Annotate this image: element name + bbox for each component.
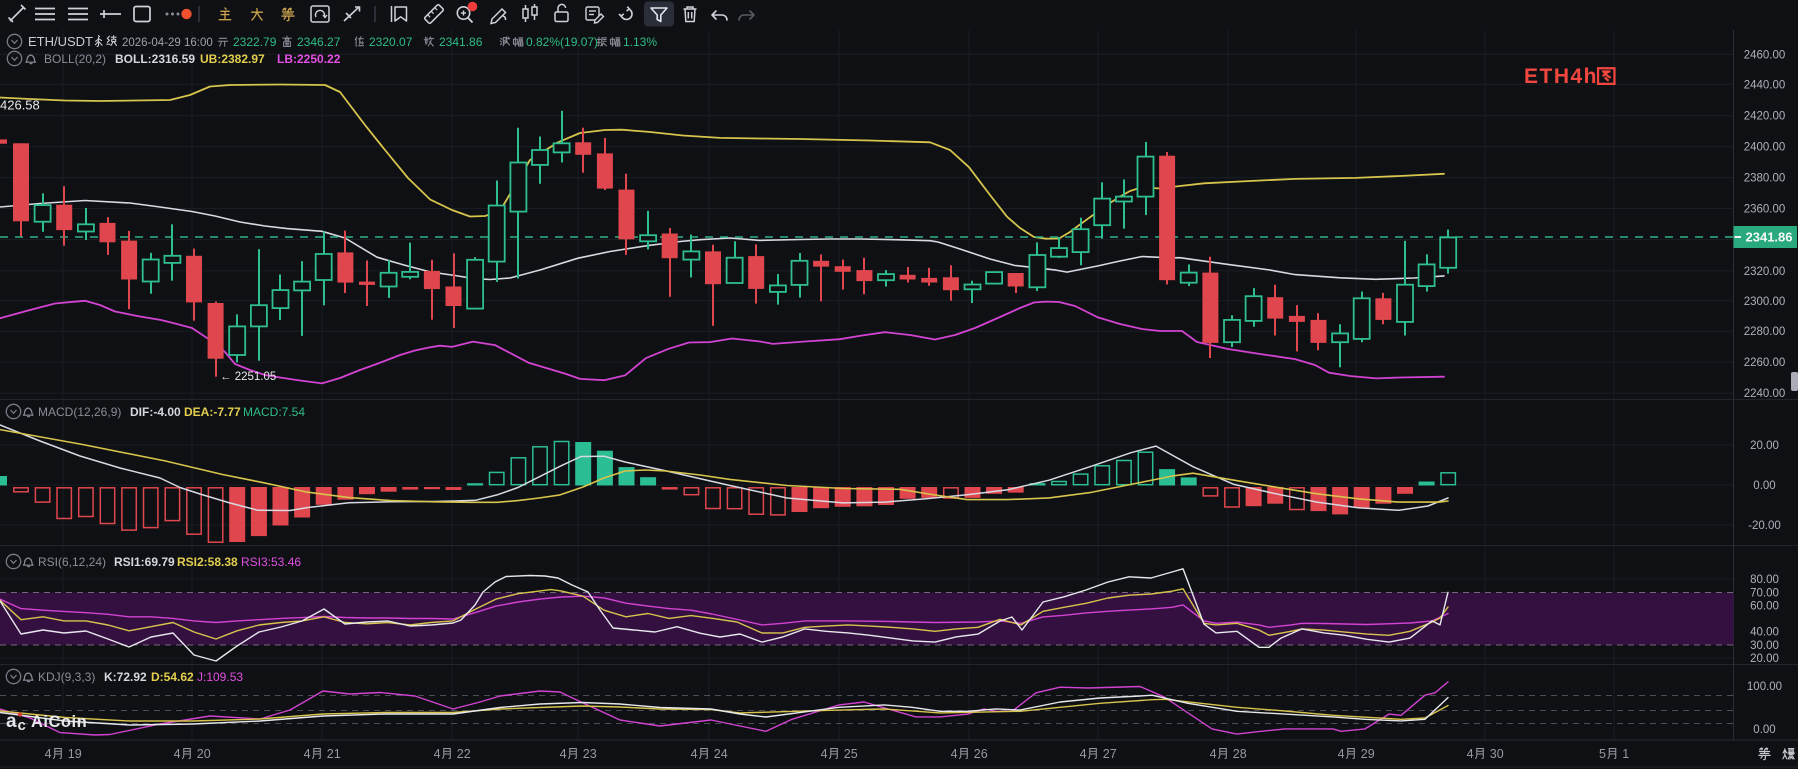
- svg-text:22: 22: [457, 747, 471, 761]
- svg-text:2320.07: 2320.07: [369, 35, 413, 49]
- svg-text:24: 24: [714, 747, 728, 761]
- svg-text:2341.86: 2341.86: [1746, 230, 1793, 245]
- svg-text:2322.79: 2322.79: [233, 35, 277, 49]
- svg-text:27: 27: [1103, 747, 1117, 761]
- svg-text:25: 25: [844, 747, 858, 761]
- svg-text:100.00: 100.00: [1747, 681, 1782, 693]
- svg-text:0.00: 0.00: [1753, 480, 1775, 492]
- svg-text:2260.00: 2260.00: [1744, 357, 1786, 369]
- svg-text:2240.00: 2240.00: [1744, 388, 1786, 400]
- svg-text:RSI(6,12,24): RSI(6,12,24): [38, 555, 106, 569]
- svg-text:2360.00: 2360.00: [1744, 204, 1786, 216]
- svg-text:AiCoin: AiCoin: [31, 713, 87, 731]
- svg-text:c: c: [18, 717, 26, 734]
- svg-text:4: 4: [951, 747, 958, 761]
- svg-text:20.00: 20.00: [1750, 440, 1779, 452]
- svg-text:23: 23: [583, 747, 597, 761]
- svg-text:4: 4: [434, 747, 441, 761]
- svg-text:19: 19: [68, 747, 82, 761]
- svg-text:2320.00: 2320.00: [1744, 266, 1786, 278]
- svg-text:RSI1:69.79: RSI1:69.79: [114, 555, 175, 569]
- svg-text:KDJ(9,3,3): KDJ(9,3,3): [38, 670, 95, 684]
- svg-text:26: 26: [974, 747, 988, 761]
- svg-text:40.00: 40.00: [1750, 627, 1779, 639]
- svg-text:2346.27: 2346.27: [297, 35, 341, 49]
- svg-text:K:72.92: K:72.92: [104, 670, 147, 684]
- svg-text:ETH/USDT: ETH/USDT: [28, 34, 93, 49]
- svg-text:2026-04-29 16:00: 2026-04-29 16:00: [122, 37, 213, 49]
- svg-text:70.00: 70.00: [1750, 588, 1779, 600]
- svg-text:5: 5: [1599, 747, 1606, 761]
- svg-text:LB:2250.22: LB:2250.22: [277, 52, 341, 66]
- svg-text:4: 4: [691, 747, 698, 761]
- svg-text:2341.86: 2341.86: [439, 35, 483, 49]
- svg-text:4: 4: [1210, 747, 1217, 761]
- svg-text:30.00: 30.00: [1750, 640, 1779, 652]
- svg-text:-20.00: -20.00: [1748, 520, 1781, 532]
- svg-text:BOLL(20,2): BOLL(20,2): [44, 52, 106, 66]
- svg-text:2460.00: 2460.00: [1744, 49, 1786, 61]
- svg-text:UB:2382.97: UB:2382.97: [200, 52, 265, 66]
- svg-text:4: 4: [174, 747, 181, 761]
- svg-text:1: 1: [1622, 747, 1629, 761]
- svg-text:4: 4: [821, 747, 828, 761]
- svg-text:60.00: 60.00: [1750, 601, 1779, 613]
- svg-text:426.58: 426.58: [0, 98, 40, 113]
- svg-text:0.00: 0.00: [1753, 724, 1775, 736]
- svg-text:BOLL:2316.59: BOLL:2316.59: [115, 52, 195, 66]
- svg-text:← 2251.05: ← 2251.05: [220, 371, 276, 383]
- svg-text:2440.00: 2440.00: [1744, 79, 1786, 91]
- svg-text:20: 20: [197, 747, 211, 761]
- svg-text:28: 28: [1233, 747, 1247, 761]
- svg-text:29: 29: [1361, 747, 1375, 761]
- svg-text:4: 4: [1338, 747, 1345, 761]
- svg-text:0.82%(19.07): 0.82%(19.07): [526, 35, 598, 49]
- svg-text:MACD(12,26,9): MACD(12,26,9): [38, 405, 121, 419]
- svg-text:a: a: [6, 711, 17, 732]
- svg-text:DIF:-4.00: DIF:-4.00: [130, 405, 181, 419]
- svg-text:1.13%: 1.13%: [623, 35, 657, 49]
- svg-text:D:54.62: D:54.62: [151, 670, 194, 684]
- svg-text:21: 21: [327, 747, 341, 761]
- svg-text:2300.00: 2300.00: [1744, 296, 1786, 308]
- svg-text:2380.00: 2380.00: [1744, 173, 1786, 185]
- svg-text:4: 4: [45, 747, 52, 761]
- svg-text:4: 4: [1080, 747, 1087, 761]
- svg-text:2420.00: 2420.00: [1744, 111, 1786, 123]
- svg-text:20.00: 20.00: [1750, 653, 1779, 665]
- svg-text:DEA:-7.77: DEA:-7.77: [184, 405, 241, 419]
- svg-text:RSI2:58.38: RSI2:58.38: [177, 555, 238, 569]
- svg-text:2280.00: 2280.00: [1744, 326, 1786, 338]
- svg-text:2400.00: 2400.00: [1744, 142, 1786, 154]
- svg-text:4: 4: [304, 747, 311, 761]
- svg-text:MACD:7.54: MACD:7.54: [243, 405, 305, 419]
- svg-text:4: 4: [1467, 747, 1474, 761]
- svg-text:80.00: 80.00: [1750, 574, 1779, 586]
- svg-text:J:109.53: J:109.53: [197, 670, 243, 684]
- svg-text:ETH4h: ETH4h: [1524, 65, 1598, 88]
- svg-text:30: 30: [1490, 747, 1504, 761]
- svg-text:RSI3:53.46: RSI3:53.46: [241, 555, 301, 569]
- svg-text:4: 4: [560, 747, 567, 761]
